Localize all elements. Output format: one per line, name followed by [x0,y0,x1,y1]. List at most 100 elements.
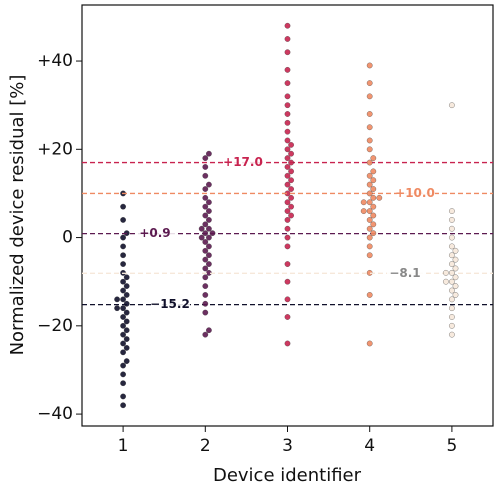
data-point [366,111,373,117]
data-point [202,291,209,298]
data-point [120,287,127,294]
mean-label: +17.0 [223,155,263,169]
mean-label: −8.1 [389,266,420,280]
data-point [202,221,209,228]
data-point [284,208,291,215]
data-point [366,225,373,232]
data-point [284,49,291,56]
data-point [123,309,130,316]
data-point [202,256,209,263]
data-point [288,186,295,192]
data-point [284,80,291,87]
data-point [120,278,127,285]
data-point [448,278,455,285]
data-point [202,186,209,192]
data-point [452,283,459,290]
mean-label-bg [397,186,435,201]
data-point [284,119,291,126]
mean-label-bg [387,266,425,281]
data-point [366,199,373,206]
data-point [366,208,373,215]
data-point [120,234,127,241]
y-tick-label: 0 [62,228,73,248]
mean-label-bg [152,297,190,312]
data-point [123,274,130,281]
data-point [198,225,205,232]
data-point [205,234,212,241]
x-tick-label: 5 [446,436,457,456]
data-point [366,243,373,250]
data-point [288,150,295,157]
data-point [448,331,455,338]
data-point [114,305,121,312]
data-point [123,358,130,365]
data-point [448,252,455,259]
data-point [366,80,373,87]
data-point [448,305,455,312]
data-point [448,234,455,241]
data-point [120,243,127,250]
data-point [448,225,455,232]
data-point [284,22,291,29]
data-point [366,234,373,241]
data-point [366,62,373,69]
data-point [366,181,373,188]
data-point [205,243,212,250]
data-point [370,155,377,162]
data-point [366,159,373,166]
data-point [202,274,209,281]
data-point [288,141,295,148]
data-point [448,216,455,223]
data-point [448,322,455,329]
data-point [370,177,377,184]
data-point [452,274,459,281]
y-tick-label: +40 [37,51,73,71]
data-point [370,230,377,237]
data-point [370,203,377,210]
data-point [202,212,209,219]
data-point [360,208,367,215]
data-point [284,225,291,232]
data-point [123,327,130,334]
data-point [120,252,127,259]
data-point [123,344,130,351]
data-point [448,287,455,294]
data-point [366,172,373,179]
x-tick-label: 4 [364,436,375,456]
data-point [448,314,455,320]
data-point [284,243,291,250]
data-point [366,124,373,131]
data-point [366,146,373,153]
data-point [120,340,127,347]
y-axis-label: Normalized device residual [%] [7,75,28,356]
data-point [452,247,459,254]
data-point [452,291,459,298]
data-point [370,186,377,192]
data-point [120,362,127,369]
data-point [202,247,209,254]
data-point [202,265,209,272]
data-point [448,208,455,215]
y-tick-label: −20 [37,316,73,336]
data-point [284,146,291,153]
data-point [120,331,127,338]
data-point [202,300,209,307]
data-point [284,172,291,179]
data-point [284,216,291,223]
data-point [202,172,209,179]
y-tick-label: −40 [37,404,73,424]
data-point [202,230,209,237]
data-point [284,314,291,320]
data-point [205,225,212,232]
data-point [284,155,291,162]
data-point [284,340,291,347]
data-point [284,66,291,73]
data-point [284,199,291,206]
data-point [120,314,127,320]
data-point [366,190,373,197]
data-point [123,318,130,325]
x-tick-label: 2 [200,436,211,456]
data-point [370,221,377,228]
data-point [288,159,295,166]
data-point [284,111,291,117]
